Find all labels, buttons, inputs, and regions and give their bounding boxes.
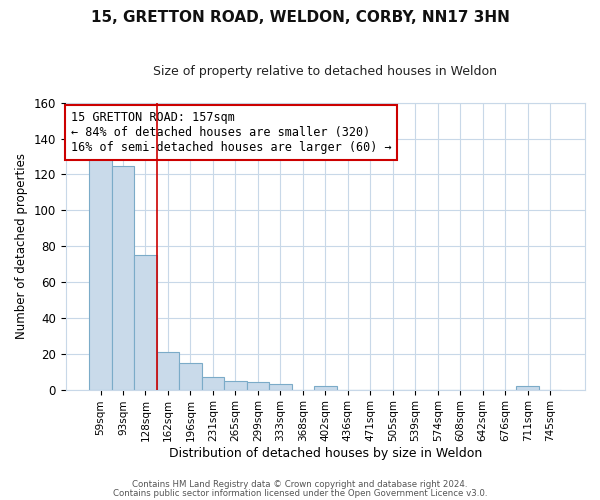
Bar (314, 386, 337, 390)
Bar (224, 380, 247, 390)
Bar (202, 377, 224, 390)
Bar (157, 352, 179, 390)
Text: Contains public sector information licensed under the Open Government Licence v3: Contains public sector information licen… (113, 488, 487, 498)
Bar (269, 384, 292, 390)
Text: Contains HM Land Registry data © Crown copyright and database right 2024.: Contains HM Land Registry data © Crown c… (132, 480, 468, 489)
Bar (89, 153, 112, 390)
Title: Size of property relative to detached houses in Weldon: Size of property relative to detached ho… (154, 65, 497, 78)
Bar (112, 166, 134, 390)
Bar (247, 382, 269, 390)
X-axis label: Distribution of detached houses by size in Weldon: Distribution of detached houses by size … (169, 447, 482, 460)
Bar (134, 255, 157, 390)
Y-axis label: Number of detached properties: Number of detached properties (15, 153, 28, 339)
Bar (179, 362, 202, 390)
Text: 15, GRETTON ROAD, WELDON, CORBY, NN17 3HN: 15, GRETTON ROAD, WELDON, CORBY, NN17 3H… (91, 10, 509, 25)
Text: 15 GRETTON ROAD: 157sqm
← 84% of detached houses are smaller (320)
16% of semi-d: 15 GRETTON ROAD: 157sqm ← 84% of detache… (71, 112, 391, 154)
Bar (517, 386, 539, 390)
